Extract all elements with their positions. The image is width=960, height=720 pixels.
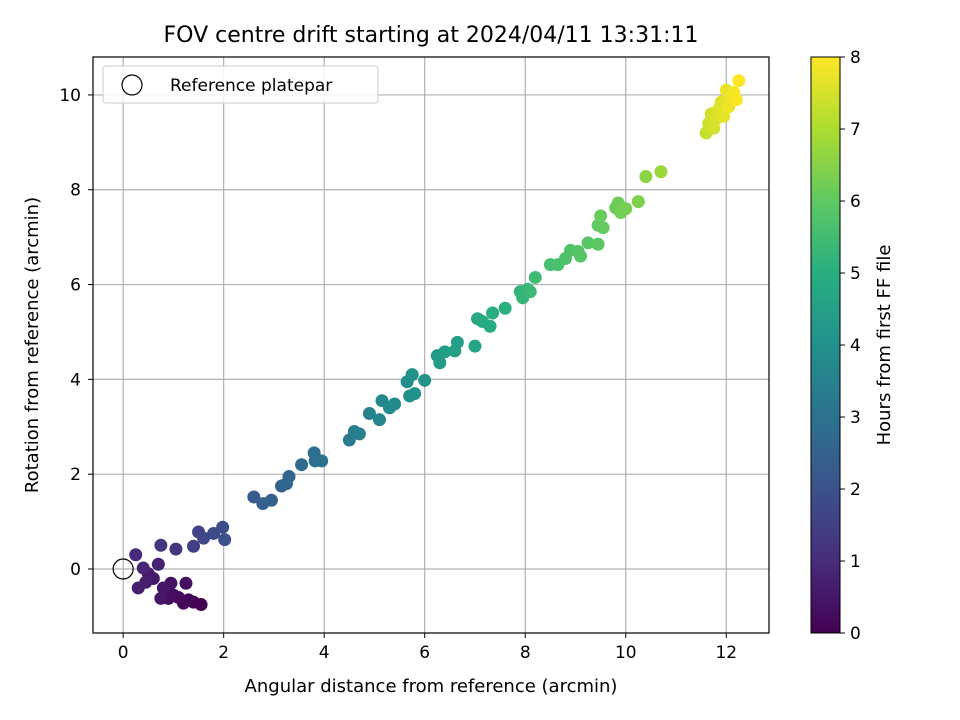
legend-reference-marker [121, 74, 143, 96]
scatter-point [352, 427, 366, 441]
scatter-point [372, 413, 386, 427]
reference-platepar-marker [112, 558, 134, 580]
x-tick-label: 12 [715, 643, 737, 663]
y-tick-label: 0 [70, 560, 81, 580]
scatter-point [280, 477, 294, 491]
scatter-point [169, 542, 183, 556]
scatter-point [654, 165, 668, 179]
scatter-point [156, 581, 170, 595]
scatter-point [732, 74, 746, 88]
scatter-point [486, 306, 500, 320]
scatter-point [315, 454, 329, 468]
x-tick-label: 8 [520, 643, 531, 663]
scatter-point [197, 531, 211, 545]
scatter-point [295, 458, 309, 472]
colorbar-tick-label: 6 [850, 192, 861, 212]
x-tick-label: 4 [319, 643, 330, 663]
scatter-point [581, 236, 595, 250]
scatter-point [408, 387, 422, 401]
scatter-point [218, 533, 232, 547]
scatter-point [729, 93, 743, 107]
colorbar-tick-label: 4 [850, 336, 861, 356]
colorbar-label: Hours from first FF file [874, 245, 895, 446]
plot-frame [92, 56, 770, 634]
scatter-point [216, 520, 230, 534]
scatter-point [247, 490, 261, 504]
scatter-point [129, 548, 143, 562]
scatter-point [498, 301, 512, 315]
scatter-point [433, 356, 447, 370]
scatter-point [639, 169, 653, 183]
y-tick-label: 10 [59, 86, 81, 106]
scatter-point [619, 202, 633, 216]
x-tick-label: 2 [218, 643, 229, 663]
scatter-point [187, 539, 201, 553]
scatter-point [388, 397, 402, 411]
scatter-point [450, 335, 464, 349]
y-tick-label: 8 [70, 181, 81, 201]
y-axis-ticks: 0 2 4 6 8 10 [59, 86, 93, 580]
colorbar-tick-label: 8 [850, 48, 861, 68]
scatter-point [136, 561, 150, 575]
legend: Reference platepar [102, 65, 379, 104]
y-tick-label: 4 [70, 370, 81, 390]
scatter-point [483, 319, 497, 333]
scatter-point [151, 557, 165, 571]
scatter-point [574, 249, 588, 263]
reference-marker-layer [112, 558, 134, 580]
scatter-point [596, 221, 610, 235]
scatter-point [591, 237, 605, 251]
scatter-point [154, 591, 168, 605]
x-tick-label: 0 [118, 643, 129, 663]
colorbar-tick-label: 1 [850, 552, 861, 572]
colorbar-tick-label: 3 [850, 408, 861, 428]
y-tick-label: 2 [70, 465, 81, 485]
scatter-point [362, 407, 376, 421]
scatter-points [129, 74, 746, 612]
y-axis-label: Rotation from reference (arcmin) [22, 197, 43, 493]
scatter-point [154, 538, 168, 552]
scatter-point [405, 368, 419, 382]
scatter-point [131, 581, 145, 595]
colorbar [810, 56, 841, 634]
x-axis-ticks: 0 2 4 6 8 10 12 [118, 633, 737, 663]
colorbar-tick-label: 5 [850, 264, 861, 284]
scatter-point [438, 345, 452, 359]
legend-entry-label: Reference platepar [170, 76, 332, 96]
scatter-point [418, 373, 432, 387]
colorbar-tick-label: 7 [850, 120, 861, 140]
x-tick-label: 10 [615, 643, 637, 663]
x-axis-label: Angular distance from reference (arcmin) [245, 676, 618, 697]
chart-title: FOV centre drift starting at 2024/04/11 … [164, 23, 699, 48]
colorbar-tick-label: 0 [850, 624, 861, 644]
scatter-point [264, 493, 278, 507]
scatter-point [631, 195, 645, 209]
y-tick-label: 6 [70, 276, 81, 296]
x-tick-label: 6 [419, 643, 430, 663]
colorbar-ticks: 0 1 2 3 4 5 6 7 8 [840, 48, 861, 644]
scatter-point [528, 270, 542, 284]
scatter-point [468, 339, 482, 353]
scatter-point [594, 209, 608, 223]
scatter-point [179, 576, 193, 590]
scatter-point [523, 285, 537, 299]
legend-box [102, 65, 379, 104]
colorbar-tick-label: 2 [850, 480, 861, 500]
